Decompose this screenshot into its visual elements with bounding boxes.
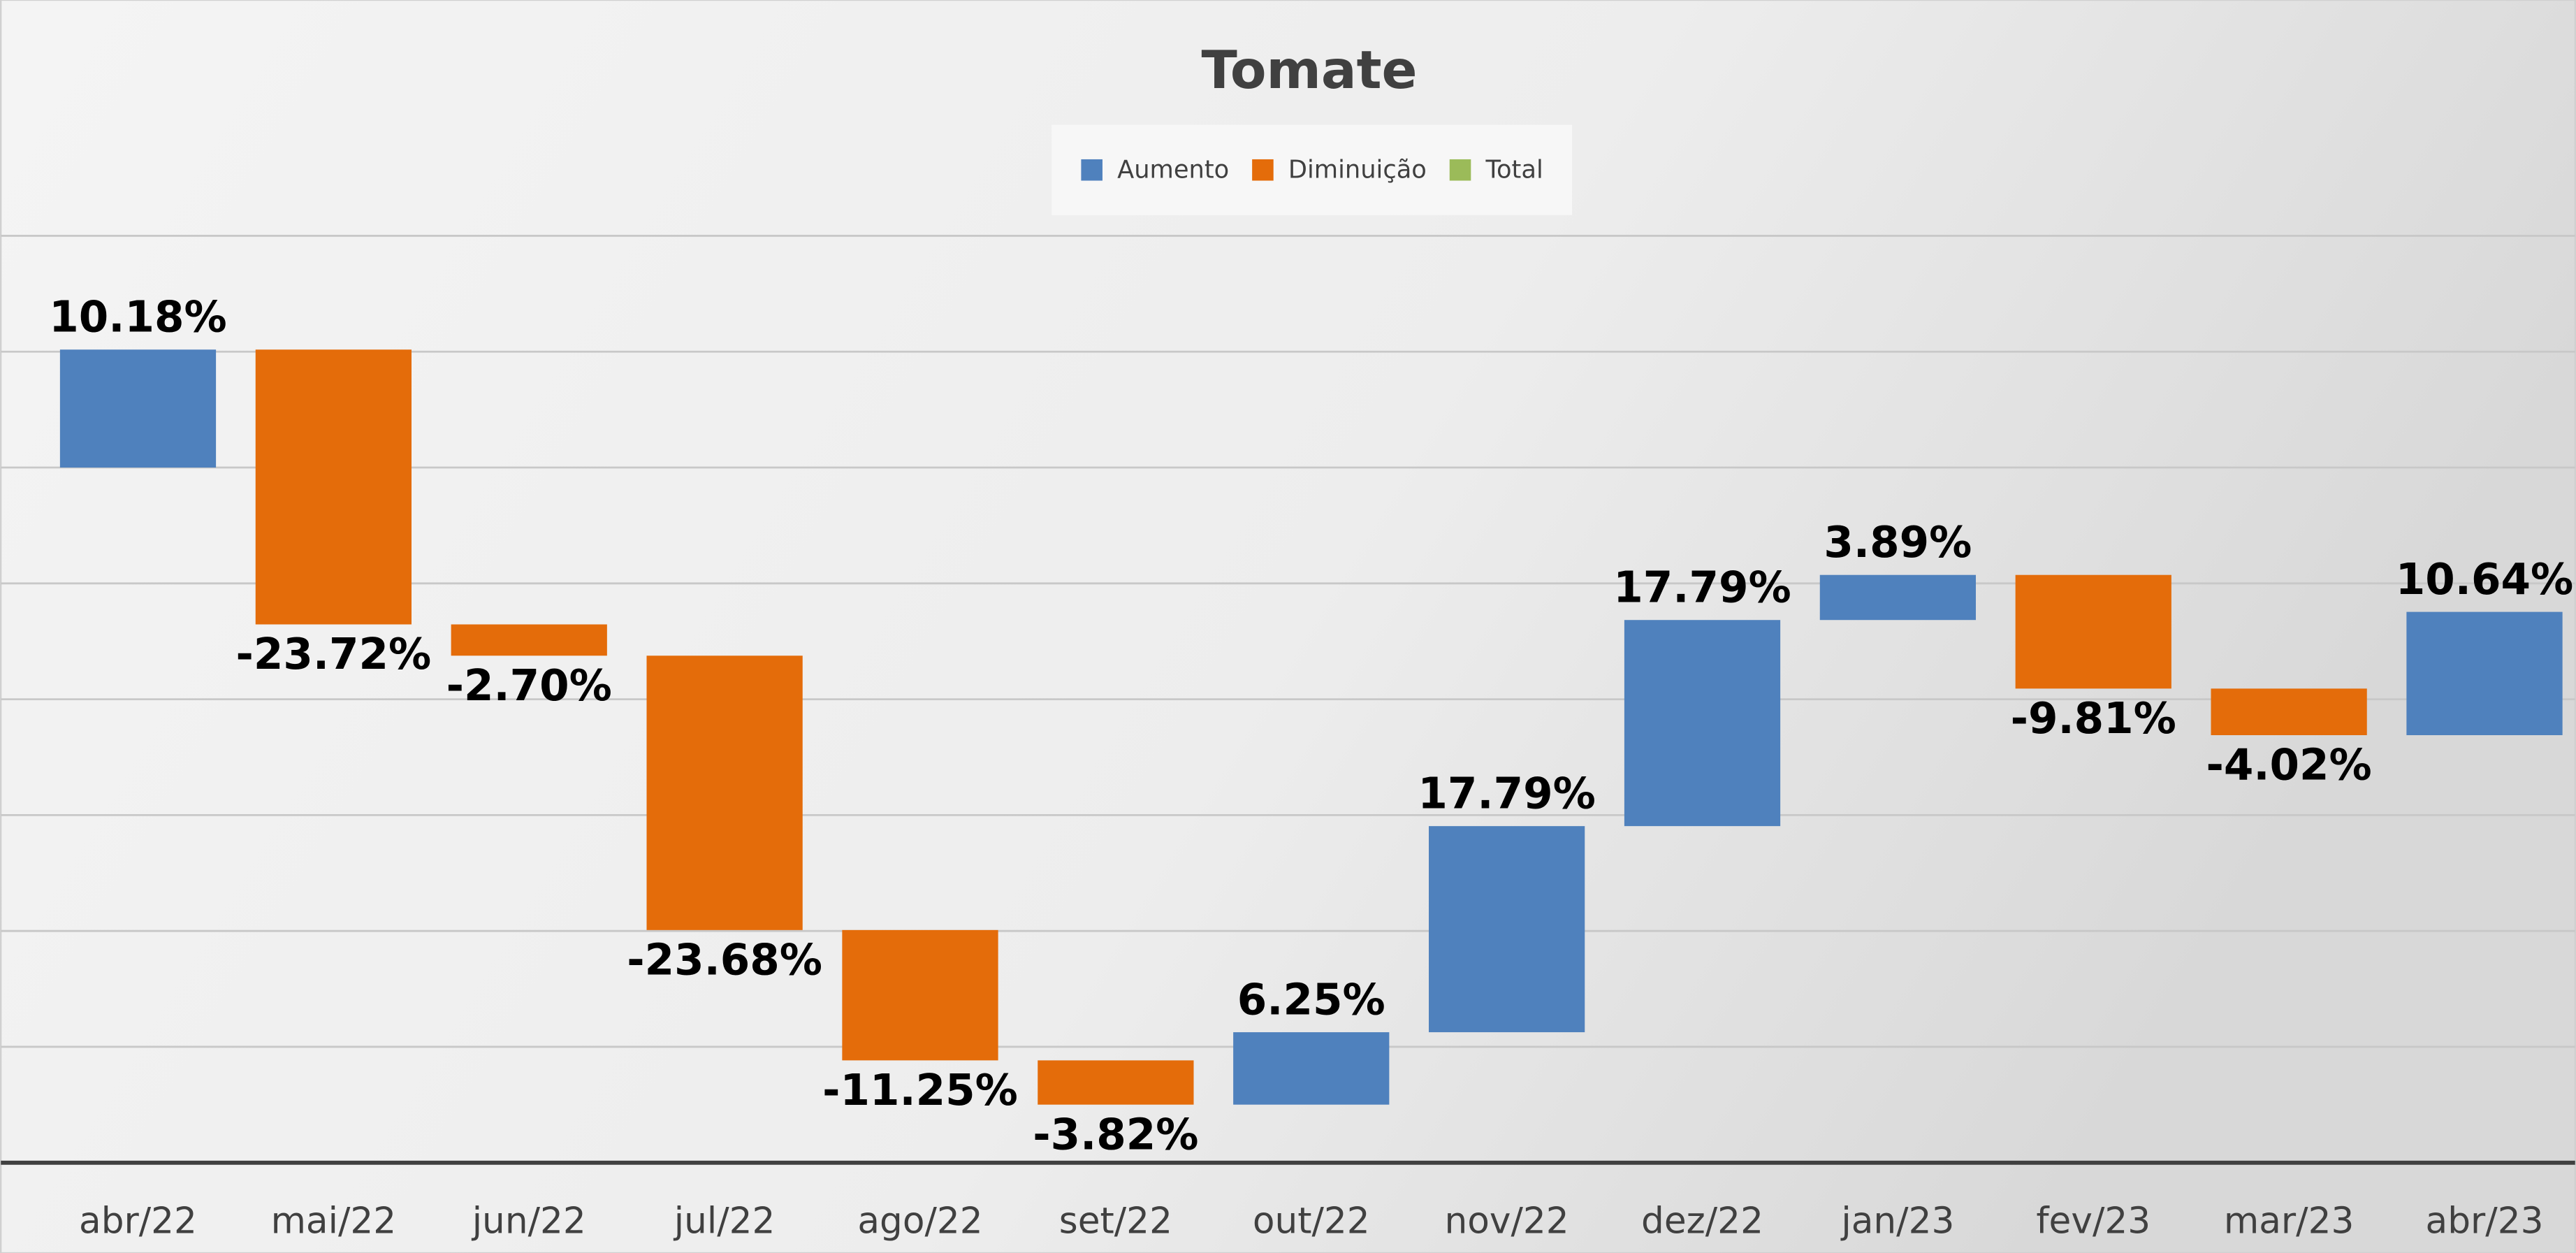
legend-swatch bbox=[1449, 159, 1471, 181]
x-tick-label: fev/23 bbox=[2036, 1201, 2151, 1243]
legend-label: Diminuição bbox=[1288, 155, 1427, 184]
legend-label: Aumento bbox=[1117, 155, 1229, 184]
bar bbox=[1429, 826, 1585, 1033]
x-tick-label: set/22 bbox=[1059, 1201, 1172, 1243]
bar bbox=[2015, 574, 2171, 689]
data-label: 6.25% bbox=[1237, 975, 1385, 1024]
bar bbox=[255, 349, 412, 625]
data-label: 3.89% bbox=[1824, 518, 1972, 567]
legend-swatch bbox=[1252, 159, 1274, 181]
data-label: 10.64% bbox=[2396, 555, 2573, 604]
bar bbox=[1624, 620, 1781, 827]
x-tick-label: jun/22 bbox=[472, 1201, 586, 1243]
data-label: 17.79% bbox=[1613, 563, 1791, 612]
x-tick-label: nov/22 bbox=[1445, 1201, 1569, 1243]
data-label: -23.68% bbox=[627, 935, 822, 985]
bar bbox=[59, 349, 217, 468]
x-tick-label: ago/22 bbox=[857, 1201, 982, 1243]
bar bbox=[2406, 611, 2563, 735]
data-label: -11.25% bbox=[822, 1066, 1018, 1115]
data-label: -2.70% bbox=[446, 661, 612, 711]
data-label: -4.02% bbox=[2206, 741, 2372, 790]
bar bbox=[1233, 1032, 1390, 1105]
x-tick-label: mar/23 bbox=[2224, 1201, 2354, 1243]
data-label: 17.79% bbox=[1418, 769, 1595, 818]
x-tick-label: jan/23 bbox=[1840, 1201, 1954, 1243]
x-tick-label: abr/23 bbox=[2426, 1201, 2544, 1243]
x-tick-label: mai/22 bbox=[271, 1201, 397, 1243]
x-tick-label: jul/22 bbox=[674, 1201, 776, 1243]
data-label: -9.81% bbox=[2011, 694, 2176, 744]
bar bbox=[2211, 688, 2367, 735]
x-tick-label: out/22 bbox=[1253, 1201, 1370, 1243]
bar bbox=[1038, 1060, 1194, 1105]
legend-swatch bbox=[1081, 159, 1103, 181]
x-tick-label: dez/22 bbox=[1641, 1201, 1763, 1243]
bar bbox=[451, 624, 607, 656]
plot-area: 10.18% abr/22 -23.72% mai/22 -2.70% jun/22 -23… bbox=[1, 235, 2575, 1243]
data-label: -3.82% bbox=[1033, 1110, 1198, 1159]
chart-title: Tomate bbox=[1202, 39, 1418, 101]
bar bbox=[1819, 574, 1977, 621]
data-label: -23.72% bbox=[235, 630, 431, 679]
data-label: 10.18% bbox=[49, 293, 226, 342]
bar bbox=[646, 656, 803, 930]
bar bbox=[842, 929, 998, 1061]
legend-box bbox=[1051, 124, 1573, 215]
legend-label: Total bbox=[1485, 155, 1543, 184]
x-tick-label: abr/22 bbox=[79, 1201, 197, 1243]
